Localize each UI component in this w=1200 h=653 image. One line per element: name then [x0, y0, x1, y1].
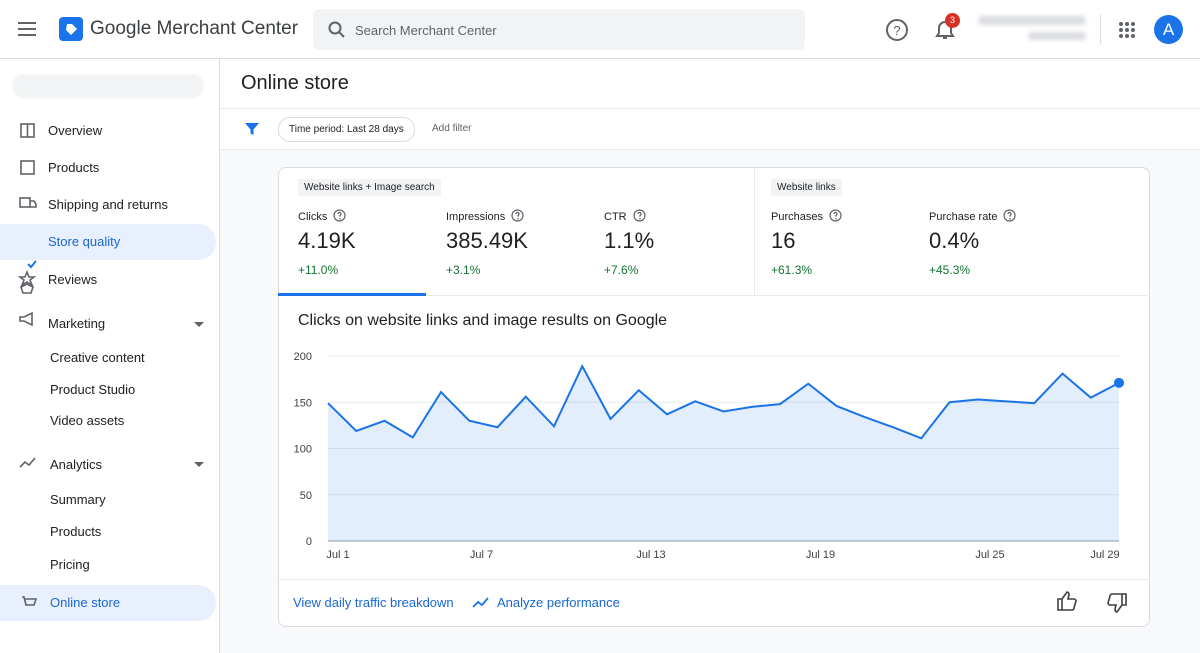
x-tick-label: Jul 7: [470, 549, 493, 561]
area: [328, 366, 1119, 541]
nav-item[interactable]: Summary: [50, 492, 106, 507]
thumbs-down[interactable]: [1106, 592, 1128, 614]
metric-value: 4.19K: [298, 228, 356, 253]
metric-change: +7.6%: [604, 263, 639, 277]
account-blur: [978, 16, 1086, 25]
filter-chip[interactable]: Time period: Last 28 days: [278, 117, 415, 142]
divider: [220, 108, 1200, 109]
nav-item[interactable]: Online store: [50, 595, 121, 610]
metric-name: Purchases: [771, 209, 842, 223]
account-selector[interactable]: [12, 74, 204, 98]
page-title: Online store: [241, 72, 349, 94]
divider: [754, 168, 755, 295]
metric-name: Purchase rate: [929, 209, 1017, 223]
help-icon: [511, 209, 524, 222]
group-label: Website links: [771, 179, 842, 196]
nav-item[interactable]: Analytics: [50, 457, 103, 472]
y-tick-label: 200: [294, 351, 312, 363]
metric-value: 16: [771, 228, 796, 253]
help-icon: [633, 209, 646, 222]
search-placeholder: Search Merchant Center: [355, 23, 497, 38]
chart-title: Clicks on website links and image result…: [298, 312, 668, 329]
app-name: Google Merchant Center: [90, 18, 299, 39]
metric-name: CTR: [604, 209, 646, 223]
metric-value: 0.4%: [929, 228, 980, 253]
help-icon: [333, 209, 346, 222]
end-point: [1114, 377, 1124, 388]
x-tick-label: Jul 25: [975, 549, 1004, 561]
y-tick-label: 50: [300, 490, 312, 502]
add-filter[interactable]: Add filter: [432, 123, 472, 134]
nav-item[interactable]: Store quality: [48, 234, 121, 249]
trend-icon: [472, 597, 489, 608]
y-tick-label: 150: [294, 397, 312, 409]
x-tick-label: Jul 29: [1090, 549, 1119, 561]
help-icon: [1003, 209, 1017, 222]
metric-value: 1.1%: [604, 228, 655, 253]
divider: [1100, 14, 1101, 44]
notification-badge: 3: [945, 13, 960, 28]
metric-change: +3.1%: [446, 263, 481, 277]
help-icon: [829, 209, 842, 222]
nav-item[interactable]: Shipping and returns: [48, 197, 168, 212]
sidebar-icons: [17, 123, 204, 606]
nav-item[interactable]: Pricing: [50, 557, 90, 572]
card: [278, 167, 1150, 627]
nav-item[interactable]: Marketing: [48, 316, 106, 331]
x-tick-label: Jul 13: [636, 549, 665, 561]
menu-icon[interactable]: [18, 20, 40, 38]
avatar[interactable]: A: [1154, 15, 1183, 44]
metric-name: Impressions: [446, 209, 524, 223]
nav-item[interactable]: Creative content: [50, 350, 145, 365]
x-tick-label: Jul 1: [326, 549, 349, 561]
divider: [279, 295, 1148, 296]
thumbs-up[interactable]: [1056, 590, 1078, 612]
nav-item[interactable]: Reviews: [48, 272, 98, 287]
svg-text:?: ?: [893, 23, 900, 38]
nav-item[interactable]: Overview: [48, 123, 103, 138]
logo: [59, 17, 83, 41]
nav-item[interactable]: Product Studio: [50, 382, 136, 397]
nav-item[interactable]: Products: [50, 524, 102, 539]
metric-name: Clicks: [298, 209, 346, 223]
active-highlight: [0, 224, 216, 260]
search-icon: [328, 21, 345, 38]
metric-value: 385.49K: [446, 228, 528, 253]
search-box[interactable]: [313, 9, 805, 50]
x-tick-label: Jul 19: [806, 549, 835, 561]
nav-item[interactable]: Video assets: [50, 413, 125, 428]
divider: [279, 579, 1148, 580]
nav-item[interactable]: Products: [48, 160, 100, 175]
y-tick-label: 0: [306, 536, 312, 548]
line: [327, 363, 1120, 440]
metric-change: +45.3%: [929, 263, 971, 277]
chart: 0 50 100 150 200 Jul 1 Jul 7 Jul 13 Jul 19 Jul 25…: [294, 351, 1124, 561]
divider: [220, 149, 1200, 150]
sidebar: [0, 59, 220, 653]
link[interactable]: View daily traffic breakdown: [293, 595, 454, 610]
account-blur: [1028, 32, 1086, 40]
active-highlight: [0, 585, 216, 621]
y-tick-label: 100: [294, 444, 312, 456]
group-label: Website links + Image search: [298, 179, 441, 196]
active-tab: [278, 293, 426, 296]
metric-change: +11.0%: [298, 263, 339, 277]
link[interactable]: Analyze performance: [497, 595, 620, 610]
filter-icon: [245, 123, 259, 135]
apps-icon[interactable]: [1118, 21, 1136, 39]
metric-change: +61.3%: [771, 263, 813, 277]
help-icon[interactable]: ?: [885, 18, 909, 42]
header: [0, 0, 1200, 59]
